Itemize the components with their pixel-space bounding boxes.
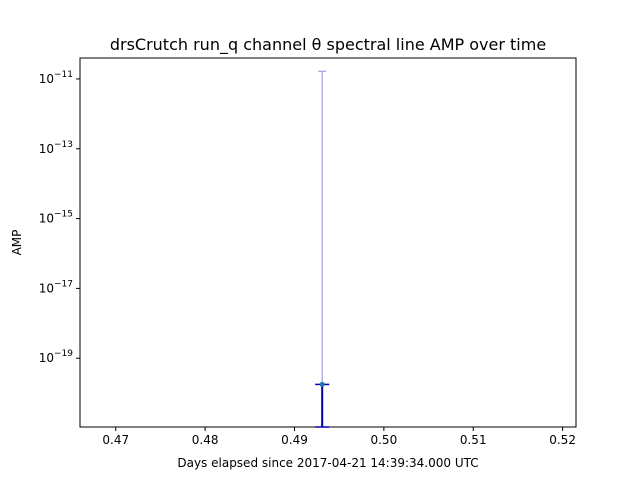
x-tick-label: 0.51 [460,433,487,447]
y-tick-label: 10−17 [39,279,73,295]
chart-title: drsCrutch run_q channel θ spectral line … [110,35,546,55]
y-axis-label: AMP [10,230,24,256]
x-tick-label: 0.52 [549,433,576,447]
x-tick-label: 0.49 [281,433,308,447]
y-tick-label: 10−15 [39,210,73,226]
x-axis-label: Days elapsed since 2017-04-21 14:39:34.0… [177,456,478,470]
x-tick-label: 0.47 [102,433,129,447]
data-marks [315,70,330,428]
y-tick-label: 10−13 [39,140,73,156]
x-tick-label: 0.50 [370,433,397,447]
x-tick-label: 0.48 [192,433,219,447]
y-axis-ticks: 10−11 10−13 10−15 10−17 10−19 [39,70,80,365]
data-point [319,381,325,387]
y-tick-label: 10−19 [39,349,74,365]
x-axis-ticks: 0.47 0.48 0.49 0.50 0.51 0.52 [102,427,576,447]
plot-area [79,57,577,428]
y-tick-label: 10−11 [39,70,73,86]
